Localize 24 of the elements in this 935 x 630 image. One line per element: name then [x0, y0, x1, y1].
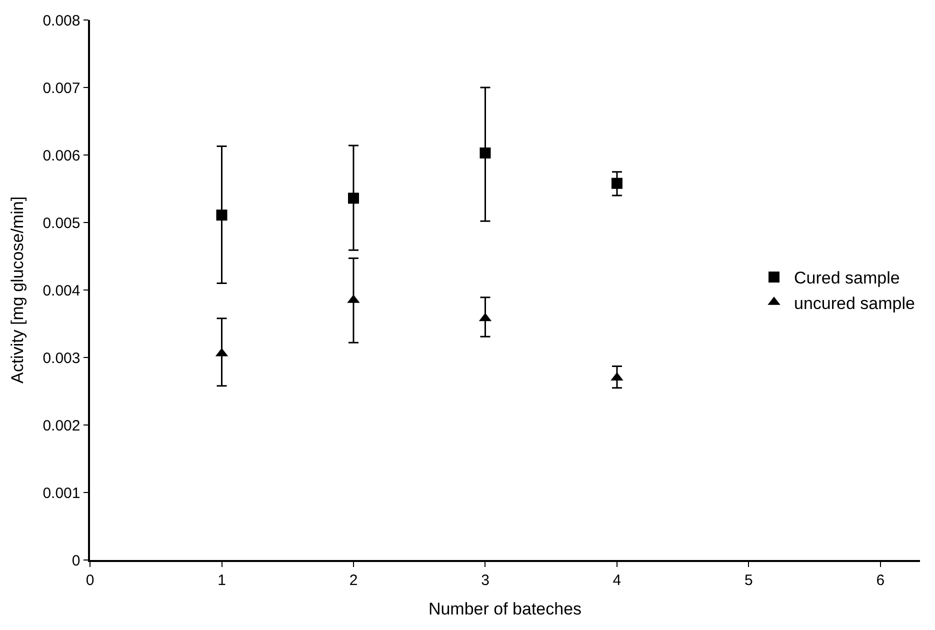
y-tick-label: 0.002 — [42, 417, 80, 434]
x-tick-label: 5 — [744, 572, 753, 589]
legend-label: uncured sample — [794, 294, 915, 313]
y-tick-label: 0.004 — [42, 282, 80, 300]
x-tick-label: 6 — [876, 572, 885, 589]
y-tick-label: 0.006 — [42, 147, 80, 164]
point — [480, 147, 491, 158]
y-tick-label: 0.005 — [42, 214, 80, 232]
legend-label: Cured sample — [794, 268, 900, 288]
x-tick-label: 1 — [218, 572, 226, 589]
x-tick-label: 2 — [349, 572, 358, 589]
x-tick-label: 0 — [86, 572, 94, 589]
x-axis-title: Number of bateches — [428, 600, 582, 619]
y-tick-label: 0.008 — [42, 12, 80, 30]
y-axis-title: Activity [mg glucose/min] — [8, 196, 27, 384]
point — [348, 192, 359, 204]
y-tick-label: 0.001 — [42, 484, 80, 502]
y-tick-label: 0 — [72, 552, 80, 570]
x-tick-label: 3 — [481, 572, 490, 589]
y-tick-label: 0.007 — [42, 80, 80, 97]
y-tick-label: 0.003 — [42, 350, 80, 367]
x-tick-label: 4 — [612, 572, 622, 589]
point — [611, 178, 622, 189]
point — [216, 210, 228, 221]
